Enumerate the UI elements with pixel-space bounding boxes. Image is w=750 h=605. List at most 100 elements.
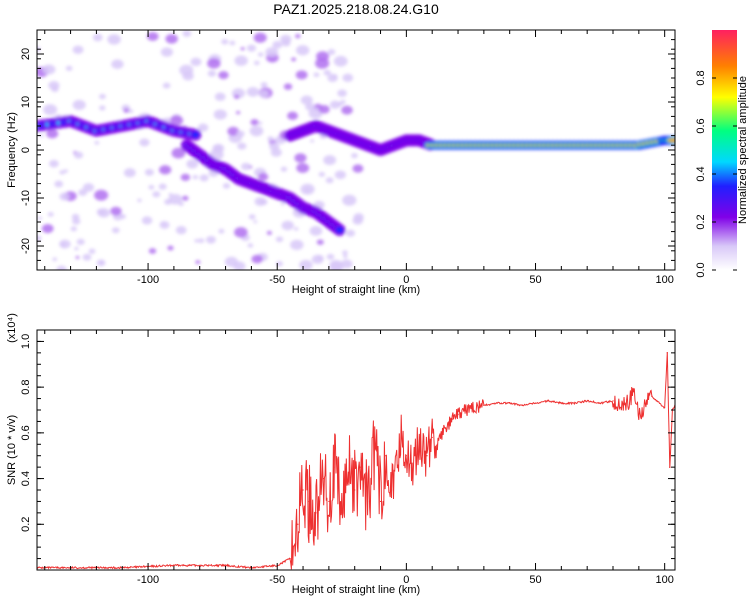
y-tick-label: 10 — [20, 96, 32, 108]
heatmap-noise-blob — [290, 239, 304, 251]
heatmap-noise-blob — [251, 254, 263, 264]
heatmap-noise-blob — [48, 159, 59, 168]
heatmap-noise-blob — [248, 214, 256, 220]
colorbar-tick-label: 0.2 — [695, 214, 707, 229]
heatmap-noise-blob — [281, 220, 294, 231]
heatmap-noise-blob — [325, 177, 334, 184]
heatmap-noise-blob — [99, 93, 106, 100]
heatmap-noise-blob — [161, 221, 166, 225]
snr-data-point — [333, 466, 335, 468]
snr-panel: -100 -50 0 50 100 0.2 0.4 0.6 0.8 1.0 Height of … — [6, 313, 676, 596]
heatmap-noise-blob — [75, 255, 80, 259]
y-tick-label: -20 — [20, 238, 32, 254]
heatmap-noise-blob — [42, 64, 56, 75]
heatmap-noise-blob — [269, 142, 280, 151]
heatmap-noise-blob — [96, 208, 106, 216]
snr-data-point — [573, 402, 575, 404]
heatmap-noise-blob — [168, 193, 183, 205]
heatmap-noise-blob — [326, 253, 335, 260]
snr-plot-area — [37, 330, 675, 570]
heatmap-noise-blob — [169, 115, 184, 126]
heatmap-noise-blob — [296, 163, 310, 173]
x-tick-label: -50 — [269, 274, 285, 286]
snr-data-point — [348, 455, 351, 457]
heatmap-noise-blob — [71, 213, 80, 220]
heatmap-noise-blob — [148, 248, 157, 254]
heatmap-noise-blob — [342, 250, 348, 255]
heatmap-noise-blob — [162, 82, 171, 89]
heatmap-noise-blob — [287, 111, 299, 121]
heatmap-noise-blob — [94, 140, 100, 145]
heatmap-noise-blob — [43, 104, 58, 116]
heatmap-noise-blob — [300, 183, 315, 195]
snr-y-multiplier: (x10⁴) — [6, 313, 18, 343]
heatmap-noise-blob — [56, 265, 67, 270]
heatmap-noise-blob — [63, 169, 69, 173]
heatmap-noise-blob — [295, 34, 301, 39]
snr-data-point — [522, 404, 524, 407]
snr-data-point — [599, 402, 601, 404]
snr-data-point — [224, 564, 227, 567]
heatmap-noise-blob — [198, 238, 205, 244]
heatmap-noise-blob — [128, 109, 134, 113]
heatmap-noise-blob — [246, 87, 260, 97]
heatmap-noise-blob — [280, 34, 292, 44]
heatmap-noise-blob — [283, 83, 293, 90]
heatmap-noise-blob — [207, 58, 221, 69]
heatmap-noise-blob — [333, 55, 348, 67]
x-tick-label: 50 — [529, 574, 541, 586]
snr-data-point — [560, 402, 562, 404]
heatmap-noise-blob — [235, 111, 241, 115]
snr-data-point — [367, 500, 369, 503]
heatmap-noise-blob — [249, 125, 264, 137]
heatmap-noise-blob — [260, 82, 268, 88]
heatmap-noise-blob — [337, 101, 343, 107]
heatmap-noise-blob — [296, 45, 310, 56]
snr-data-point — [289, 557, 291, 560]
heatmap-noise-blob — [218, 228, 225, 234]
heatmap-noise-blob — [46, 129, 59, 139]
snr-data-point — [664, 407, 666, 409]
heatmap-noise-blob — [327, 73, 338, 82]
heatmap-noise-blob — [76, 238, 85, 246]
heatmap-noise-blob — [199, 174, 209, 182]
heatmap-noise-blob — [61, 244, 66, 248]
heatmap-noise-blob — [72, 218, 81, 225]
heatmap-noise-blob — [82, 183, 95, 192]
colorbar-label: Normalized spectral amplitude — [737, 76, 749, 224]
snr-y-axis-label: SNR (10 * v/v) — [6, 415, 18, 485]
heatmap-noise-blob — [171, 147, 186, 159]
heatmap-noise-blob — [221, 39, 229, 45]
heatmap-noise-blob — [227, 126, 240, 136]
heatmap-noise-blob — [253, 60, 260, 66]
heatmap-noise-blob — [267, 136, 274, 142]
spectrogram-x-axis-label: Height of straight line (km) — [292, 284, 420, 296]
colorbar-tick-label: 0.4 — [695, 166, 707, 181]
heatmap-noise-blob — [272, 41, 283, 49]
heatmap-noise-blob — [182, 30, 192, 37]
heatmap-noise-blob — [99, 105, 106, 111]
heatmap-noise-blob — [123, 108, 130, 113]
heatmap-noise-blob — [291, 57, 297, 62]
heatmap-noise-blob — [265, 47, 279, 58]
snr-x-ticks: -100 -50 0 50 100 — [44, 330, 674, 586]
snr-data-point — [470, 407, 472, 409]
y-tick-label: 1.0 — [20, 334, 32, 349]
snr-data-point — [307, 500, 309, 503]
heatmap-noise-blob — [224, 256, 239, 267]
snr-data-point — [612, 400, 614, 402]
snr-data-point — [426, 455, 428, 457]
heatmap-noise-blob — [351, 152, 358, 159]
heatmap-noise-blob — [110, 206, 122, 216]
heatmap-noise-blob — [250, 119, 259, 126]
heatmap-noise-blob — [323, 69, 331, 76]
spectrogram-y-axis-label: Frequency (Hz) — [6, 112, 18, 188]
snr-series-line — [37, 351, 675, 570]
snr-frame — [36, 329, 676, 571]
heatmap-noise-blob — [92, 33, 103, 42]
heatmap-noise-blob — [259, 198, 268, 206]
heatmap-noise-blob — [257, 52, 264, 57]
heatmap-noise-blob — [258, 90, 269, 98]
heatmap-noise-blob — [280, 202, 285, 206]
x-tick-label: -100 — [137, 574, 159, 586]
